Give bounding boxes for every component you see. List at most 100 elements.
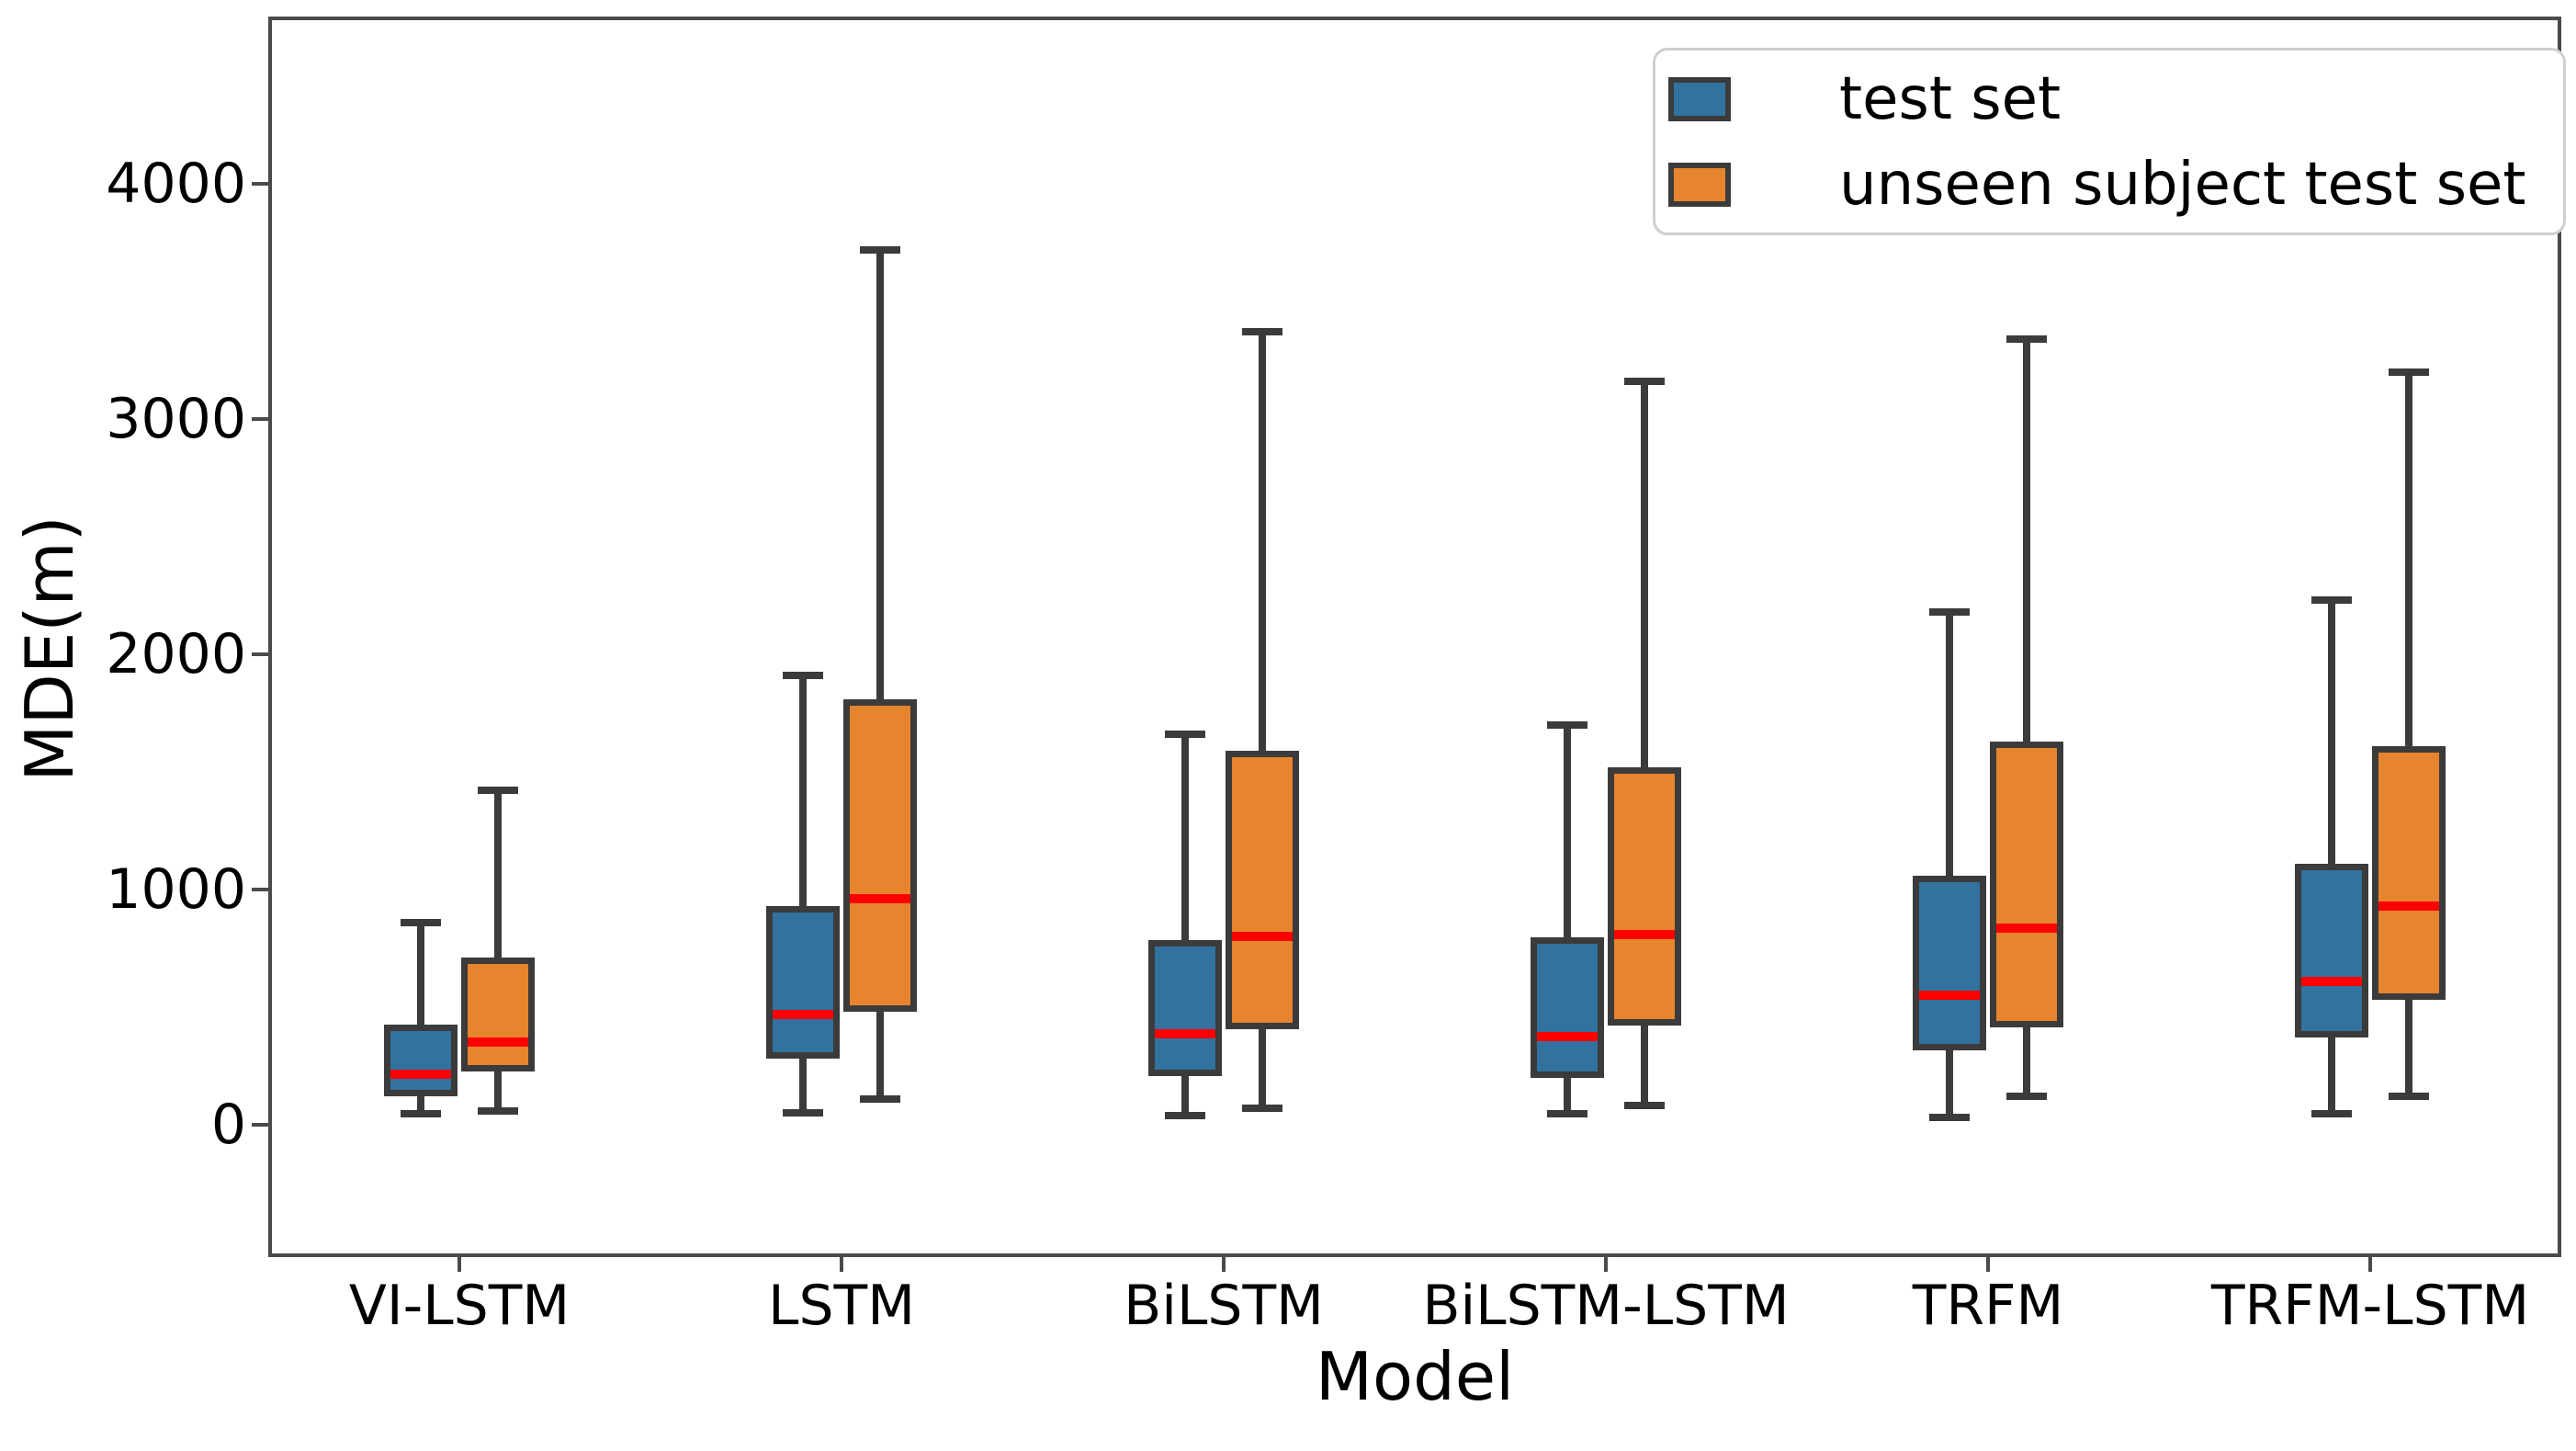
whisker-cap-lower bbox=[860, 1094, 900, 1103]
whisker-cap-lower bbox=[1929, 1114, 1970, 1122]
x-tick-mark bbox=[2368, 1257, 2372, 1272]
whisker-upper bbox=[799, 674, 807, 906]
median-line bbox=[1232, 932, 1293, 942]
whisker-lower bbox=[2328, 1037, 2335, 1115]
whisker-cap-lower bbox=[1547, 1110, 1587, 1118]
whisker-upper bbox=[876, 249, 884, 699]
x-tick-mark bbox=[1604, 1257, 1608, 1272]
whisker-cap-upper bbox=[1624, 378, 1665, 385]
whisker-cap-lower bbox=[401, 1110, 441, 1118]
whisker-upper bbox=[417, 922, 424, 1026]
whisker-cap-lower bbox=[2311, 1110, 2352, 1118]
whisker-lower bbox=[799, 1059, 807, 1114]
legend-label-unseen-subject-test-set: unseen subject test set bbox=[1839, 150, 2526, 219]
box-test-set-VI-LSTM bbox=[384, 1025, 458, 1097]
legend: test set unseen subject test set bbox=[1653, 48, 2566, 235]
median-line bbox=[773, 1009, 833, 1019]
box-test-set-LSTM bbox=[766, 905, 840, 1060]
median-line bbox=[1155, 1029, 1215, 1039]
whisker-cap-lower bbox=[1242, 1104, 1282, 1112]
y-tick-label: 2000 bbox=[106, 621, 246, 686]
whisker-cap-upper bbox=[1929, 607, 1970, 616]
whisker-cap-upper bbox=[478, 787, 518, 795]
whisker-upper bbox=[494, 790, 502, 958]
whisker-cap-upper bbox=[1242, 328, 1282, 336]
y-tick-mark bbox=[252, 416, 268, 421]
box-test-set-BiLSTM bbox=[1148, 939, 1222, 1077]
whisker-cap-upper bbox=[2389, 368, 2429, 376]
x-tick-label: VI-LSTM bbox=[348, 1274, 571, 1338]
box-unseen-subject-test-set-TRFM-LSTM bbox=[2372, 745, 2446, 1001]
y-tick-mark bbox=[252, 181, 268, 186]
whisker-cap-lower bbox=[1165, 1111, 1205, 1119]
whisker-upper bbox=[1564, 724, 1571, 938]
x-tick-mark bbox=[458, 1257, 461, 1272]
box-unseen-subject-test-set-BiLSTM bbox=[1226, 750, 1299, 1030]
whisker-upper bbox=[1181, 733, 1189, 940]
box-test-set-TRFM-LSTM bbox=[2295, 863, 2368, 1038]
box-unseen-subject-test-set-VI-LSTM bbox=[461, 958, 535, 1072]
median-line bbox=[2378, 901, 2439, 911]
whisker-cap-upper bbox=[401, 918, 441, 926]
whisker-lower bbox=[417, 1096, 424, 1115]
legend-swatch-unseen-subject-test-set bbox=[1668, 162, 1731, 207]
legend-row-unseen-subject-test-set: unseen subject test set bbox=[1668, 142, 2545, 227]
median-line bbox=[850, 894, 910, 904]
median-line bbox=[2301, 976, 2362, 986]
legend-swatch-test-set bbox=[1668, 76, 1731, 121]
whisker-cap-lower bbox=[2006, 1093, 2047, 1101]
whisker-cap-lower bbox=[1624, 1102, 1665, 1110]
whisker-upper bbox=[2023, 338, 2030, 742]
whisker-cap-upper bbox=[1547, 720, 1587, 729]
whisker-upper bbox=[2405, 371, 2412, 746]
x-tick-label: BiLSTM-LSTM bbox=[1422, 1274, 1790, 1338]
box-unseen-subject-test-set-LSTM bbox=[843, 698, 917, 1012]
whisker-cap-lower bbox=[2389, 1093, 2429, 1101]
box-test-set-TRFM bbox=[1913, 875, 1986, 1051]
whisker-upper bbox=[1946, 611, 1953, 876]
whisker-cap-upper bbox=[1165, 730, 1205, 738]
whisker-cap-lower bbox=[783, 1109, 823, 1117]
y-tick-label: 3000 bbox=[106, 386, 246, 451]
whisker-upper bbox=[1259, 332, 1266, 751]
whisker-lower bbox=[2023, 1026, 2030, 1097]
whisker-lower bbox=[1641, 1026, 1648, 1106]
y-tick-label: 0 bbox=[210, 1092, 246, 1157]
legend-row-test-set: test set bbox=[1668, 56, 2545, 142]
median-line bbox=[1996, 924, 2057, 934]
x-axis-label: Model bbox=[1315, 1338, 1515, 1415]
whisker-lower bbox=[1181, 1076, 1189, 1116]
whisker-cap-lower bbox=[478, 1106, 518, 1115]
y-tick-label: 4000 bbox=[106, 151, 246, 216]
whisker-lower bbox=[2405, 1000, 2412, 1097]
whisker-lower bbox=[876, 1012, 884, 1099]
x-tick-label: TRFM-LSTM bbox=[2210, 1274, 2530, 1338]
y-tick-mark bbox=[252, 887, 268, 891]
whisker-lower bbox=[1564, 1077, 1571, 1115]
x-tick-label: LSTM bbox=[768, 1274, 915, 1338]
whisker-lower bbox=[1946, 1050, 1953, 1118]
median-line bbox=[468, 1037, 528, 1048]
y-tick-label: 1000 bbox=[106, 856, 246, 922]
median-line bbox=[1614, 929, 1675, 939]
legend-label-test-set: test set bbox=[1839, 64, 2062, 133]
x-tick-label: TRFM bbox=[1912, 1274, 2064, 1338]
whisker-cap-upper bbox=[860, 245, 900, 254]
whisker-upper bbox=[2328, 600, 2335, 864]
whisker-cap-upper bbox=[783, 671, 823, 679]
y-tick-mark bbox=[252, 1122, 268, 1127]
plot-area bbox=[268, 17, 2561, 1257]
box-unseen-subject-test-set-BiLSTM-LSTM bbox=[1608, 766, 1681, 1026]
median-line bbox=[1537, 1031, 1598, 1041]
x-tick-label: BiLSTM bbox=[1124, 1274, 1324, 1338]
whisker-cap-upper bbox=[2311, 596, 2352, 605]
y-tick-mark bbox=[252, 652, 268, 656]
box-test-set-BiLSTM-LSTM bbox=[1531, 937, 1604, 1078]
whisker-cap-upper bbox=[2006, 334, 2047, 343]
whisker-lower bbox=[494, 1071, 502, 1111]
whisker-lower bbox=[1259, 1029, 1266, 1108]
x-tick-mark bbox=[1986, 1257, 1990, 1272]
median-line bbox=[1919, 991, 1980, 1001]
x-tick-mark bbox=[1222, 1257, 1226, 1272]
